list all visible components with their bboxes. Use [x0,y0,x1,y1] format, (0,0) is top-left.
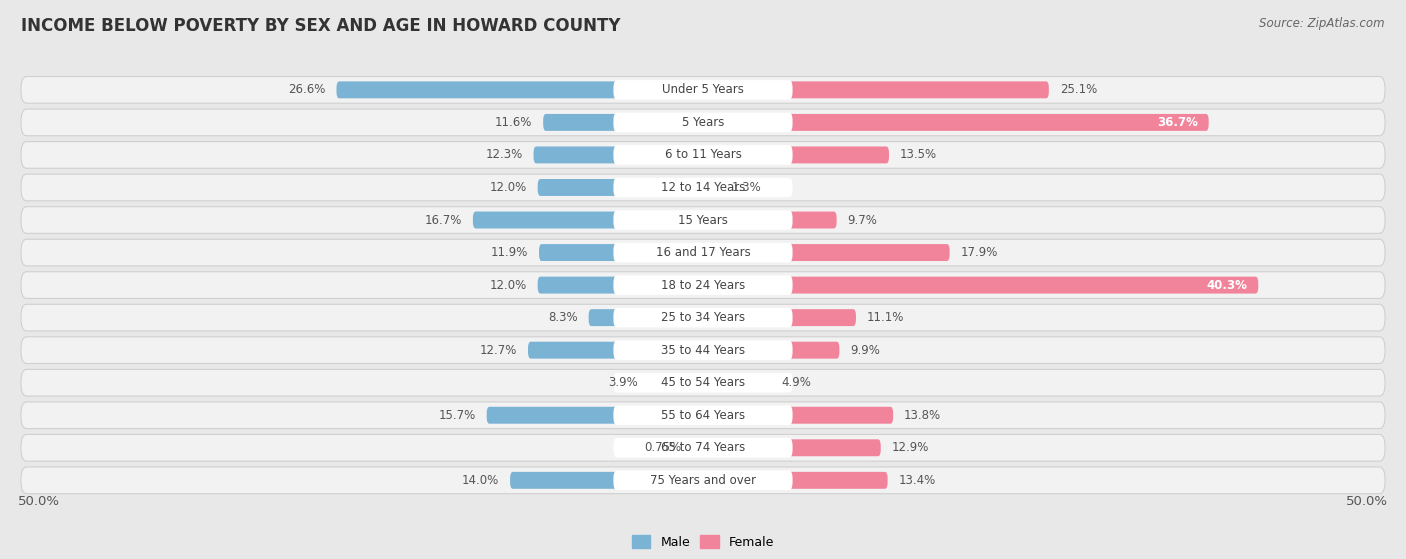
Text: 50.0%: 50.0% [1346,495,1388,508]
Text: 11.6%: 11.6% [495,116,531,129]
Text: 25 to 34 Years: 25 to 34 Years [661,311,745,324]
FancyBboxPatch shape [613,178,793,197]
Text: 12 to 14 Years: 12 to 14 Years [661,181,745,194]
FancyBboxPatch shape [336,82,703,98]
FancyBboxPatch shape [613,112,793,132]
Text: 12.0%: 12.0% [489,181,527,194]
FancyBboxPatch shape [538,244,703,261]
FancyBboxPatch shape [613,80,793,100]
FancyBboxPatch shape [613,340,793,360]
FancyBboxPatch shape [21,174,1385,201]
Text: 50.0%: 50.0% [18,495,60,508]
Text: INCOME BELOW POVERTY BY SEX AND AGE IN HOWARD COUNTY: INCOME BELOW POVERTY BY SEX AND AGE IN H… [21,17,620,35]
Text: 11.9%: 11.9% [491,246,529,259]
Text: 55 to 64 Years: 55 to 64 Years [661,409,745,421]
Text: 15 Years: 15 Years [678,214,728,226]
Text: 13.4%: 13.4% [898,474,936,487]
FancyBboxPatch shape [613,210,793,230]
Text: 12.0%: 12.0% [489,278,527,292]
FancyBboxPatch shape [703,179,721,196]
Text: 18 to 24 Years: 18 to 24 Years [661,278,745,292]
Text: 40.3%: 40.3% [1206,278,1247,292]
FancyBboxPatch shape [650,374,703,391]
Text: 5 Years: 5 Years [682,116,724,129]
FancyBboxPatch shape [543,114,703,131]
Text: 6 to 11 Years: 6 to 11 Years [665,149,741,162]
Text: Under 5 Years: Under 5 Years [662,83,744,96]
Text: 9.7%: 9.7% [848,214,877,226]
FancyBboxPatch shape [589,309,703,326]
FancyBboxPatch shape [21,207,1385,233]
FancyBboxPatch shape [703,244,949,261]
FancyBboxPatch shape [703,407,893,424]
FancyBboxPatch shape [537,277,703,293]
FancyBboxPatch shape [613,373,793,392]
FancyBboxPatch shape [703,82,1049,98]
FancyBboxPatch shape [21,467,1385,494]
Text: 26.6%: 26.6% [288,83,325,96]
FancyBboxPatch shape [703,277,1258,293]
Text: 4.9%: 4.9% [782,376,811,389]
FancyBboxPatch shape [21,109,1385,136]
FancyBboxPatch shape [537,179,703,196]
Text: 16.7%: 16.7% [425,214,461,226]
FancyBboxPatch shape [21,141,1385,168]
FancyBboxPatch shape [533,146,703,163]
FancyBboxPatch shape [21,77,1385,103]
FancyBboxPatch shape [21,272,1385,299]
FancyBboxPatch shape [703,374,770,391]
FancyBboxPatch shape [21,239,1385,266]
FancyBboxPatch shape [613,438,793,458]
FancyBboxPatch shape [613,308,793,328]
Text: 12.3%: 12.3% [485,149,523,162]
Text: 3.9%: 3.9% [609,376,638,389]
Text: 16 and 17 Years: 16 and 17 Years [655,246,751,259]
Text: 8.3%: 8.3% [548,311,578,324]
FancyBboxPatch shape [613,405,793,425]
FancyBboxPatch shape [486,407,703,424]
Text: 0.75%: 0.75% [644,441,682,454]
FancyBboxPatch shape [529,342,703,359]
Text: 12.7%: 12.7% [479,344,517,357]
Text: Source: ZipAtlas.com: Source: ZipAtlas.com [1260,17,1385,30]
FancyBboxPatch shape [613,145,793,165]
Text: 25.1%: 25.1% [1060,83,1097,96]
Text: 15.7%: 15.7% [439,409,475,421]
FancyBboxPatch shape [703,472,887,489]
FancyBboxPatch shape [613,243,793,262]
Text: 17.9%: 17.9% [960,246,998,259]
FancyBboxPatch shape [510,472,703,489]
FancyBboxPatch shape [703,211,837,229]
FancyBboxPatch shape [693,439,703,456]
FancyBboxPatch shape [703,439,880,456]
FancyBboxPatch shape [703,342,839,359]
FancyBboxPatch shape [21,304,1385,331]
FancyBboxPatch shape [613,276,793,295]
Text: 65 to 74 Years: 65 to 74 Years [661,441,745,454]
FancyBboxPatch shape [21,369,1385,396]
Text: 11.1%: 11.1% [868,311,904,324]
Text: 13.8%: 13.8% [904,409,941,421]
Text: 35 to 44 Years: 35 to 44 Years [661,344,745,357]
FancyBboxPatch shape [703,114,1209,131]
FancyBboxPatch shape [703,309,856,326]
FancyBboxPatch shape [21,402,1385,429]
Text: 75 Years and over: 75 Years and over [650,474,756,487]
Legend: Male, Female: Male, Female [627,530,779,553]
FancyBboxPatch shape [703,146,889,163]
Text: 45 to 54 Years: 45 to 54 Years [661,376,745,389]
Text: 36.7%: 36.7% [1157,116,1198,129]
FancyBboxPatch shape [472,211,703,229]
FancyBboxPatch shape [21,337,1385,363]
Text: 12.9%: 12.9% [891,441,929,454]
Text: 13.5%: 13.5% [900,149,938,162]
Text: 1.3%: 1.3% [733,181,762,194]
FancyBboxPatch shape [613,471,793,490]
Text: 14.0%: 14.0% [461,474,499,487]
FancyBboxPatch shape [21,434,1385,461]
Text: 9.9%: 9.9% [851,344,880,357]
